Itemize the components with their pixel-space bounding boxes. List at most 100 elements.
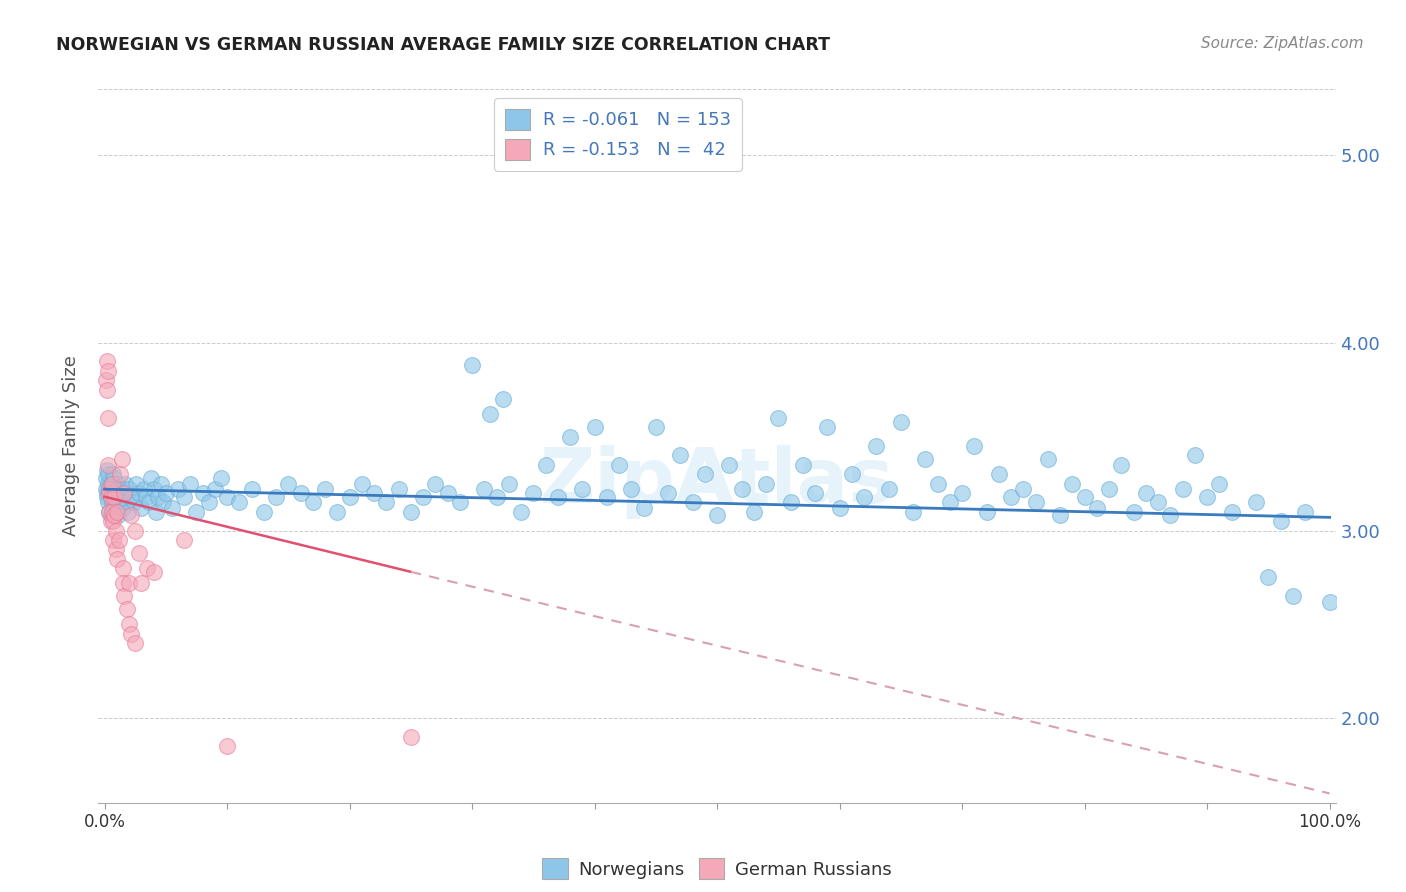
Point: [596, 490, 619, 504]
Point: [128, 486, 150, 500]
Point: [963, 439, 986, 453]
Point: [479, 407, 502, 421]
Point: [104, 524, 127, 538]
Point: [1147, 495, 1170, 509]
Point: [121, 627, 143, 641]
Point: [682, 495, 704, 509]
Point: [142, 565, 165, 579]
Point: [142, 482, 165, 496]
Point: [173, 490, 195, 504]
Point: [976, 505, 998, 519]
Point: [522, 486, 544, 500]
Point: [121, 490, 143, 504]
Point: [1282, 589, 1305, 603]
Point: [571, 482, 593, 496]
Point: [96, 486, 118, 500]
Point: [111, 452, 134, 467]
Point: [215, 490, 238, 504]
Point: [607, 458, 630, 472]
Point: [101, 476, 124, 491]
Point: [1036, 452, 1059, 467]
Point: [804, 486, 827, 500]
Point: [1073, 490, 1095, 504]
Point: [173, 533, 195, 547]
Point: [111, 576, 134, 591]
Point: [108, 482, 131, 496]
Point: [792, 458, 814, 472]
Point: [301, 495, 323, 509]
Point: [186, 505, 208, 519]
Point: [412, 490, 434, 504]
Point: [145, 505, 167, 519]
Point: [498, 476, 520, 491]
Point: [122, 495, 145, 509]
Legend: Norwegians, German Russians: Norwegians, German Russians: [536, 851, 898, 887]
Point: [436, 486, 458, 500]
Point: [1012, 482, 1035, 496]
Point: [105, 505, 128, 519]
Point: [1135, 486, 1157, 500]
Point: [112, 589, 135, 603]
Point: [111, 561, 134, 575]
Point: [901, 505, 924, 519]
Point: [97, 410, 120, 425]
Point: [1208, 476, 1230, 491]
Point: [1159, 508, 1181, 523]
Point: [100, 508, 122, 523]
Point: [155, 486, 177, 500]
Point: [314, 482, 336, 496]
Point: [191, 486, 214, 500]
Point: [129, 576, 152, 591]
Point: [1257, 570, 1279, 584]
Point: [103, 490, 125, 504]
Point: [890, 415, 912, 429]
Point: [326, 505, 349, 519]
Point: [135, 490, 157, 504]
Point: [104, 495, 127, 509]
Point: [1098, 482, 1121, 496]
Point: [375, 495, 398, 509]
Point: [101, 500, 124, 515]
Point: [215, 739, 238, 754]
Point: [101, 495, 124, 509]
Point: [100, 490, 122, 504]
Point: [1171, 482, 1194, 496]
Point: [583, 420, 606, 434]
Point: [115, 495, 138, 509]
Point: [98, 482, 121, 496]
Point: [768, 410, 790, 425]
Point: [107, 508, 129, 523]
Point: [111, 490, 134, 504]
Point: [939, 495, 962, 509]
Point: [1184, 449, 1206, 463]
Point: [97, 364, 120, 378]
Point: [124, 524, 146, 538]
Point: [125, 476, 148, 491]
Point: [197, 495, 219, 509]
Point: [149, 476, 172, 491]
Point: [136, 561, 159, 575]
Point: [112, 486, 135, 500]
Point: [950, 486, 973, 500]
Point: [1000, 490, 1022, 504]
Point: [558, 429, 581, 443]
Text: ZipAtlas: ZipAtlas: [540, 445, 894, 518]
Point: [110, 495, 132, 509]
Point: [264, 490, 287, 504]
Point: [204, 482, 226, 496]
Point: [1122, 505, 1144, 519]
Point: [112, 486, 135, 500]
Point: [1220, 505, 1243, 519]
Point: [1085, 500, 1108, 515]
Point: [98, 486, 121, 500]
Point: [128, 546, 150, 560]
Point: [755, 476, 778, 491]
Point: [100, 514, 122, 528]
Point: [101, 533, 124, 547]
Point: [160, 500, 183, 515]
Point: [97, 495, 120, 509]
Y-axis label: Average Family Size: Average Family Size: [62, 356, 80, 536]
Point: [98, 505, 121, 519]
Point: [492, 392, 515, 406]
Point: [97, 476, 120, 491]
